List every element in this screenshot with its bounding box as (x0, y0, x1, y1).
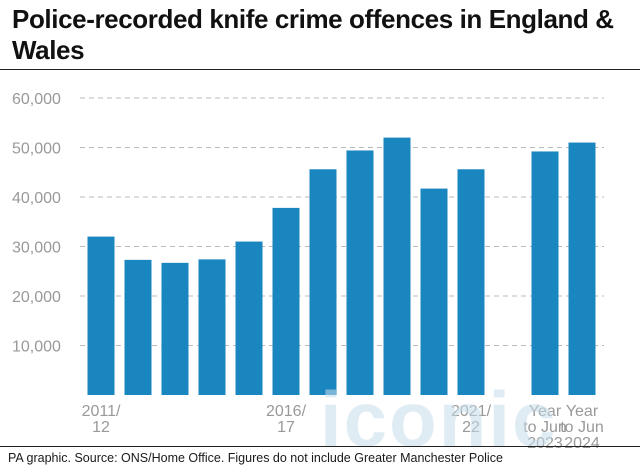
x-tick-label: 2016/17 (266, 403, 307, 436)
x-tick-label-line: 12 (92, 419, 110, 436)
bar (346, 150, 374, 395)
bar (161, 262, 189, 395)
bar (198, 259, 226, 395)
y-tick-label: 50,000 (12, 141, 61, 158)
x-tick-label-line: 22 (462, 419, 480, 436)
y-tick-label: 20,000 (12, 289, 61, 306)
x-tick-label-line: to Jun (523, 419, 567, 436)
bar (531, 151, 559, 395)
bars (87, 137, 596, 395)
source-note: PA graphic. Source: ONS/Home Office. Fig… (8, 451, 503, 465)
grid-lines (80, 97, 604, 346)
bar (272, 207, 300, 395)
x-tick-label: Year to Jun 2024 (560, 403, 604, 450)
x-tick-label-line: to Jun (560, 419, 604, 436)
bar-chart: 10,000 20,000 30,000 40,000 50,000 60,000 201… (12, 91, 604, 450)
footer-divider (0, 446, 640, 447)
x-tick-label-line: 2021/ (451, 403, 492, 420)
x-tick-label-line: 2011/ (82, 403, 121, 420)
y-tick-label: 30,000 (12, 240, 61, 257)
x-tick-label: 2011/12 (82, 403, 121, 436)
bar (383, 137, 411, 395)
title-divider (0, 69, 640, 70)
x-tick-label-line: Year (566, 403, 599, 420)
bar (309, 169, 337, 395)
bar (124, 259, 152, 395)
x-tick-label: 2021/22 (451, 403, 492, 436)
x-tick-label-line: 2023 (527, 435, 563, 450)
x-tick-label-line: 2016/ (266, 403, 307, 420)
y-axis-tick-labels: 10,000 20,000 30,000 40,000 50,000 60,000 (12, 91, 61, 356)
bar (235, 241, 263, 395)
x-tick-label-line: 2024 (564, 435, 600, 450)
y-tick-label: 60,000 (12, 91, 61, 108)
x-tick-label-line: 17 (277, 419, 295, 436)
bar (420, 188, 448, 395)
bar (457, 169, 485, 395)
y-tick-label: 10,000 (12, 339, 61, 356)
y-tick-label: 40,000 (12, 190, 61, 207)
chart-title: Police-recorded knife crime offences in … (12, 4, 614, 65)
bar (87, 236, 115, 395)
x-tick-label-line: Year (529, 403, 562, 420)
bar (568, 142, 596, 395)
